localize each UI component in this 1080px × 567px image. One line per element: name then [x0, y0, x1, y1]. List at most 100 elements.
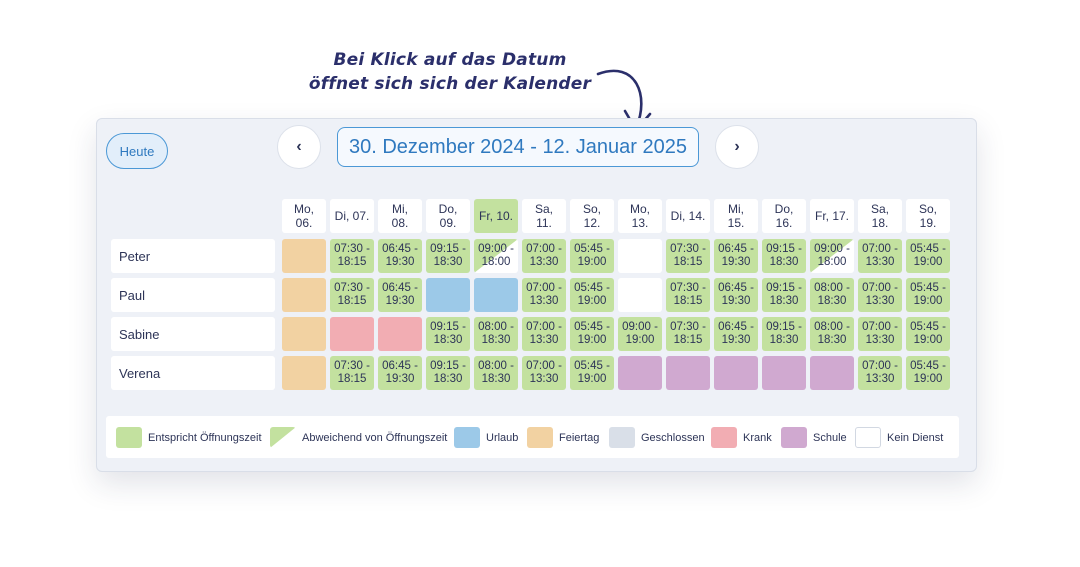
employee-name: Peter	[111, 239, 275, 273]
day-header[interactable]: Di, 14.	[666, 199, 710, 233]
shift-cell[interactable]: 08:00 -18:30	[474, 317, 518, 351]
shift-cell[interactable]: 07:30 -18:15	[666, 317, 710, 351]
annotation-note: Bei Klick auf das Datum öffnet sich sich…	[300, 48, 600, 96]
shift-cell[interactable]: 09:15 -18:30	[762, 317, 806, 351]
day-header-line-1: So,	[582, 202, 601, 216]
shift-cell[interactable]: 06:45 -19:30	[714, 278, 758, 312]
day-header[interactable]: Sa, 18.	[858, 199, 902, 233]
shift-start: 05:45 -	[910, 360, 946, 372]
shift-cell[interactable]: 05:45 -19:00	[570, 239, 614, 273]
shift-cell[interactable]: 06:45 -19:30	[378, 239, 422, 273]
shift-cell[interactable]: 08:00 -18:30	[810, 278, 854, 312]
shift-end: 18:30	[817, 334, 847, 346]
shift-cell[interactable]: 05:45 -19:00	[570, 278, 614, 312]
shift-cell[interactable]	[282, 239, 326, 273]
shift-cell[interactable]: 06:45 -19:30	[378, 356, 422, 390]
shift-cell[interactable]: 09:15 -18:30	[762, 239, 806, 273]
shift-start: 05:45 -	[910, 321, 946, 333]
shift-cell[interactable]: 05:45 -19:00	[906, 278, 950, 312]
shift-times: 07:00 -13:30	[522, 278, 566, 312]
shift-cell[interactable]	[282, 356, 326, 390]
shift-cell[interactable]: 07:30 -18:15	[666, 278, 710, 312]
shift-times: 06:45 -19:30	[378, 278, 422, 312]
day-header[interactable]: Fr, 17.	[810, 199, 854, 233]
shift-cell[interactable]: 07:30 -18:15	[330, 356, 374, 390]
day-header[interactable]: Do, 09.	[426, 199, 470, 233]
shift-end: 19:00	[913, 256, 943, 268]
day-header[interactable]: So, 19.	[906, 199, 950, 233]
shift-cell[interactable]: 08:00 -18:30	[810, 317, 854, 351]
shift-times: 07:00 -13:30	[858, 317, 902, 351]
shift-cell[interactable]	[666, 356, 710, 390]
shift-cell[interactable]: 05:45 -19:00	[906, 239, 950, 273]
shift-cell[interactable]: 07:00 -13:30	[522, 239, 566, 273]
date-range-picker[interactable]: 30. Dezember 2024 - 12. Januar 2025	[337, 127, 699, 167]
shift-cell[interactable]	[426, 278, 470, 312]
next-week-button[interactable]: ›	[715, 125, 759, 169]
day-header[interactable]: So, 12.	[570, 199, 614, 233]
shift-cell[interactable]: 06:45 -19:30	[378, 278, 422, 312]
day-header[interactable]: Sa, 11.	[522, 199, 566, 233]
shift-cell[interactable]	[282, 317, 326, 351]
shift-cell[interactable]: 05:45 -19:00	[570, 356, 614, 390]
shift-end: 19:00	[577, 295, 607, 307]
shift-start: 09:15 -	[766, 282, 802, 294]
shift-end: 18:15	[673, 334, 703, 346]
shift-cell[interactable]	[714, 356, 758, 390]
legend-swatch-red	[711, 427, 737, 448]
shift-cell[interactable]	[378, 317, 422, 351]
shift-cell[interactable]	[618, 239, 662, 273]
day-header[interactable]: Mo, 13.	[618, 199, 662, 233]
shift-cell[interactable]	[762, 356, 806, 390]
shift-cell[interactable]: 08:00 -18:30	[474, 356, 518, 390]
shift-cell[interactable]: 05:45 -19:00	[906, 356, 950, 390]
shift-cell[interactable]: 05:45 -19:00	[906, 317, 950, 351]
shift-cell[interactable]: 09:15 -18:30	[762, 278, 806, 312]
day-header[interactable]: Mi, 15.	[714, 199, 758, 233]
shift-start: 07:30 -	[334, 282, 370, 294]
day-header[interactable]: Do, 16.	[762, 199, 806, 233]
shift-end: 18:30	[433, 373, 463, 385]
day-header-line-2: 11.	[536, 216, 552, 230]
today-button[interactable]: Heute	[106, 133, 168, 169]
shift-start: 08:00 -	[478, 321, 514, 333]
shift-cell[interactable]: 09:15 -18:30	[426, 239, 470, 273]
shift-cell[interactable]: 07:30 -18:15	[330, 278, 374, 312]
shift-times: 09:00 -18:00	[810, 239, 854, 273]
shift-cell[interactable]: 05:45 -19:00	[570, 317, 614, 351]
shift-cell[interactable]: 09:15 -18:30	[426, 356, 470, 390]
shift-cell[interactable]: 07:00 -13:30	[858, 239, 902, 273]
shift-cell[interactable]: 09:15 -18:30	[426, 317, 470, 351]
day-header-line-1: So,	[918, 202, 937, 216]
shift-cell[interactable]: 07:00 -13:30	[522, 356, 566, 390]
shift-cell[interactable]: 09:00 -18:00	[810, 239, 854, 273]
shift-cell[interactable]	[618, 278, 662, 312]
day-header[interactable]: Di, 07.	[330, 199, 374, 233]
shift-cell[interactable]: 09:00 -19:00	[618, 317, 662, 351]
shift-cell[interactable]: 07:00 -13:30	[522, 317, 566, 351]
day-header[interactable]: Mi, 08.	[378, 199, 422, 233]
day-header-line-2: 18.	[871, 216, 889, 230]
day-header-line-2: 13.	[631, 216, 649, 230]
shift-end: 19:30	[721, 334, 751, 346]
legend-label: Geschlossen	[641, 431, 705, 444]
shift-cell[interactable]	[474, 278, 518, 312]
prev-week-button[interactable]: ‹	[277, 125, 321, 169]
shift-cell[interactable]: 07:00 -13:30	[522, 278, 566, 312]
day-header[interactable]: Mo, 06.	[282, 199, 326, 233]
shift-times: 09:00 -18:00	[474, 239, 518, 273]
shift-cell[interactable]	[810, 356, 854, 390]
shift-cell[interactable]	[618, 356, 662, 390]
shift-cell[interactable]: 07:00 -13:30	[858, 278, 902, 312]
shift-cell[interactable]: 07:00 -13:30	[858, 356, 902, 390]
shift-cell[interactable]: 09:00 -18:00	[474, 239, 518, 273]
shift-cell[interactable]	[282, 278, 326, 312]
shift-cell[interactable]: 06:45 -19:30	[714, 239, 758, 273]
legend-item: Schule	[781, 427, 847, 448]
day-header[interactable]: Fr, 10.	[474, 199, 518, 233]
shift-cell[interactable]: 07:30 -18:15	[666, 239, 710, 273]
shift-cell[interactable]	[330, 317, 374, 351]
shift-cell[interactable]: 07:30 -18:15	[330, 239, 374, 273]
shift-cell[interactable]: 06:45 -19:30	[714, 317, 758, 351]
shift-cell[interactable]: 07:00 -13:30	[858, 317, 902, 351]
